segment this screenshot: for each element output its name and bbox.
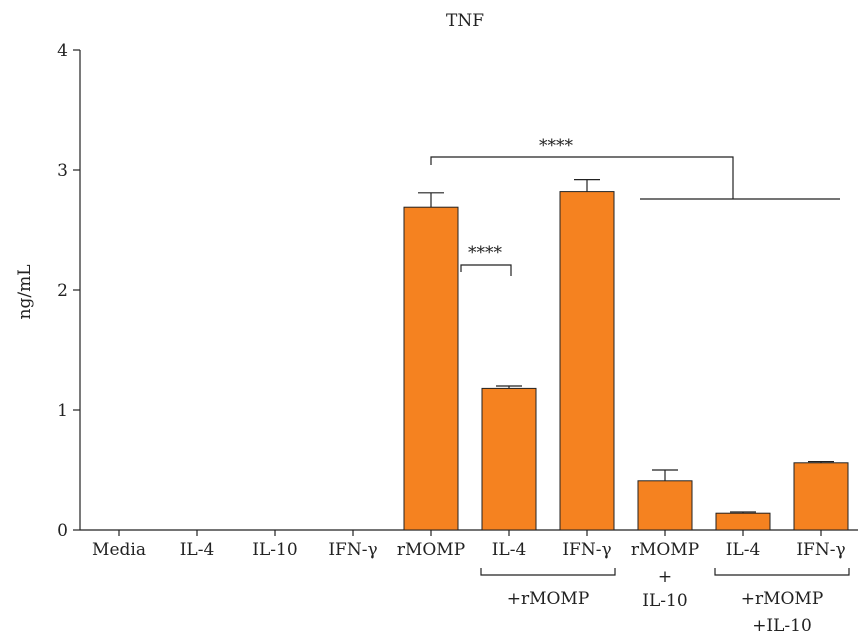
- bars: [403, 179, 849, 531]
- x-tick-label: Media: [92, 540, 146, 560]
- significance-annotations: **** ****: [430, 136, 840, 276]
- sig-label: ****: [468, 243, 503, 263]
- x-tick-label: IFN-γ: [562, 540, 611, 560]
- group-label: IL-10: [642, 591, 687, 611]
- x-tick-label: IFN-γ: [328, 540, 377, 560]
- bar: [715, 512, 771, 531]
- sig-bracket: [430, 156, 734, 199]
- group-label: +: [658, 567, 672, 587]
- y-tick-label: 4: [57, 41, 68, 61]
- tick-labels: 0 1 2 3 4 Media IL-4 IL-10 IFN-γ rMOMP IL-4 IFN-γ rM…: [57, 41, 850, 636]
- x-tick-label: IL-4: [726, 540, 761, 560]
- group-bracket: [714, 568, 850, 576]
- x-tick-label: IL-10: [252, 540, 297, 560]
- group-label: +IL-10: [752, 616, 812, 636]
- y-tick-label: 1: [57, 401, 68, 421]
- y-tick-label: 2: [57, 281, 68, 301]
- y-tick-label: 0: [57, 521, 68, 541]
- group-bracket: [480, 568, 616, 576]
- x-tick-label: IL-4: [180, 540, 215, 560]
- bar: [481, 387, 537, 531]
- bar: [637, 480, 693, 531]
- axes: [73, 49, 858, 536]
- group-label: +rMOMP: [507, 589, 590, 609]
- sig-bracket: [460, 264, 512, 276]
- bar: [793, 462, 849, 531]
- x-tick-label: IFN-γ: [796, 540, 845, 560]
- chart-title: TNF: [446, 11, 484, 31]
- x-tick-label: rMOMP: [397, 540, 465, 560]
- y-axis-label: ng/mL: [15, 265, 35, 320]
- x-tick-label: rMOMP: [631, 540, 699, 560]
- x-tick-label: IL-4: [492, 540, 527, 560]
- y-tick-label: 3: [57, 161, 68, 181]
- bar: [403, 206, 459, 531]
- sig-label: ****: [539, 136, 574, 156]
- bar: [559, 191, 615, 531]
- group-label: +rMOMP: [741, 589, 824, 609]
